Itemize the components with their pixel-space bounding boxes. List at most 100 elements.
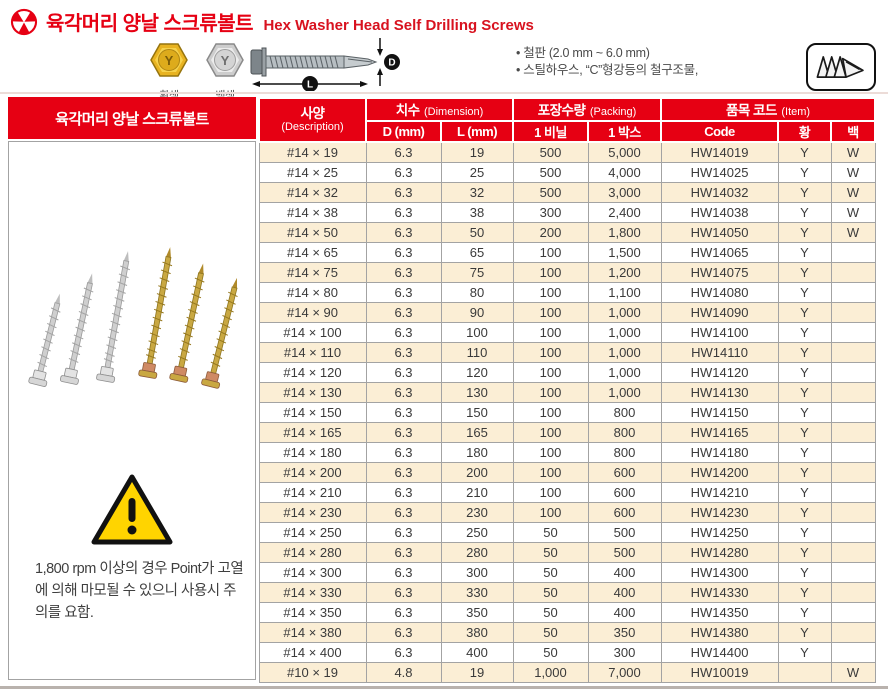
table-row: #14 × 19 6.3 19 500 5,000 HW14019 Y W bbox=[258, 141, 876, 163]
cell-item-code: HW14330 bbox=[660, 582, 779, 603]
cell-d-mm: 6.3 bbox=[365, 482, 442, 503]
cell-d-mm: 6.3 bbox=[365, 402, 442, 423]
cell-description: #14 × 230 bbox=[258, 502, 367, 523]
cell-yellow-flag: Y bbox=[777, 442, 832, 463]
cell-d-mm: 6.3 bbox=[365, 602, 442, 623]
cell-vinyl-qty: 50 bbox=[512, 622, 589, 643]
cell-l-mm: 180 bbox=[440, 442, 514, 463]
cell-description: #14 × 120 bbox=[258, 362, 367, 383]
cell-l-mm: 110 bbox=[440, 342, 514, 363]
cell-box-qty: 400 bbox=[587, 582, 662, 603]
cell-yellow-flag: Y bbox=[777, 582, 832, 603]
cell-item-code: HW14038 bbox=[660, 202, 779, 223]
cell-vinyl-qty: 100 bbox=[512, 482, 589, 503]
cell-white-flag bbox=[830, 402, 876, 423]
cell-vinyl-qty: 100 bbox=[512, 442, 589, 463]
table-row: #14 × 50 6.3 50 200 1,800 HW14050 Y W bbox=[258, 222, 876, 243]
screw-dimension-diagram: D L bbox=[250, 38, 400, 91]
silver-head-mark: Y bbox=[221, 53, 230, 68]
col-header-box: 1 박스 bbox=[586, 120, 663, 143]
cell-item-code: HW14075 bbox=[660, 262, 779, 283]
warning-triangle-icon bbox=[91, 474, 173, 545]
cell-vinyl-qty: 500 bbox=[512, 182, 589, 203]
cell-item-code: HW14065 bbox=[660, 242, 779, 263]
cell-description: #14 × 100 bbox=[258, 322, 367, 343]
page-title-english: Hex Washer Head Self Drilling Screws bbox=[263, 17, 534, 34]
cell-d-mm: 6.3 bbox=[365, 362, 442, 383]
cell-d-mm: 6.3 bbox=[365, 502, 442, 523]
cell-l-mm: 25 bbox=[440, 162, 514, 183]
cell-vinyl-qty: 100 bbox=[512, 262, 589, 283]
cell-white-flag bbox=[830, 282, 876, 303]
cell-description: #14 × 19 bbox=[258, 141, 367, 163]
cell-box-qty: 3,000 bbox=[587, 182, 662, 203]
cell-yellow-flag: Y bbox=[777, 562, 832, 583]
product-photo bbox=[28, 247, 238, 389]
cell-vinyl-qty: 50 bbox=[512, 522, 589, 543]
cell-yellow-flag: Y bbox=[777, 162, 832, 183]
cell-description: #14 × 280 bbox=[258, 542, 367, 563]
table-row: #14 × 38 6.3 38 300 2,400 HW14038 Y W bbox=[258, 202, 876, 223]
header-divider bbox=[0, 92, 888, 94]
cell-d-mm: 6.3 bbox=[365, 562, 442, 583]
cell-box-qty: 1,200 bbox=[587, 262, 662, 283]
cell-d-mm: 6.3 bbox=[365, 282, 442, 303]
col-header-vinyl: 1 비닐 bbox=[512, 120, 589, 143]
cell-d-mm: 6.3 bbox=[365, 342, 442, 363]
cell-vinyl-qty: 50 bbox=[512, 642, 589, 663]
usage-warning: 1,800 rpm 이상의 경우 Point가 고열에 의해 마모될 수 있으니… bbox=[9, 472, 255, 624]
cell-yellow-flag: Y bbox=[777, 302, 832, 323]
table-row: #14 × 350 6.3 350 50 400 HW14350 Y bbox=[258, 602, 876, 623]
cell-yellow-flag: Y bbox=[777, 342, 832, 363]
cell-l-mm: 19 bbox=[440, 662, 514, 683]
cell-white-flag bbox=[830, 382, 876, 403]
cell-vinyl-qty: 100 bbox=[512, 322, 589, 343]
cell-description: #14 × 300 bbox=[258, 562, 367, 583]
cell-box-qty: 1,000 bbox=[587, 342, 662, 363]
cell-l-mm: 65 bbox=[440, 242, 514, 263]
cell-description: #14 × 65 bbox=[258, 242, 367, 263]
cell-box-qty: 1,500 bbox=[587, 242, 662, 263]
cell-vinyl-qty: 100 bbox=[512, 282, 589, 303]
table-row: #14 × 180 6.3 180 100 800 HW14180 Y bbox=[258, 442, 876, 463]
col-header-yellow: 황 bbox=[777, 120, 833, 143]
cell-l-mm: 400 bbox=[440, 642, 514, 663]
cell-item-code: HW14080 bbox=[660, 282, 779, 303]
table-row: #14 × 150 6.3 150 100 800 HW14150 Y bbox=[258, 402, 876, 423]
cell-yellow-flag: Y bbox=[777, 502, 832, 523]
cell-description: #14 × 200 bbox=[258, 462, 367, 483]
table-row: #14 × 80 6.3 80 100 1,100 HW14080 Y bbox=[258, 282, 876, 303]
cell-white-flag bbox=[830, 582, 876, 603]
cell-item-code: HW14210 bbox=[660, 482, 779, 503]
table-row: #14 × 75 6.3 75 100 1,200 HW14075 Y bbox=[258, 262, 876, 283]
cell-description: #14 × 110 bbox=[258, 342, 367, 363]
product-panel: 1,800 rpm 이상의 경우 Point가 고열에 의해 마모될 수 있으니… bbox=[8, 141, 256, 680]
cell-vinyl-qty: 100 bbox=[512, 382, 589, 403]
cell-white-flag bbox=[830, 542, 876, 563]
cell-yellow-flag: Y bbox=[777, 382, 832, 403]
cell-l-mm: 50 bbox=[440, 222, 514, 243]
cell-box-qty: 600 bbox=[587, 482, 662, 503]
cell-d-mm: 6.3 bbox=[365, 582, 442, 603]
cell-box-qty: 1,100 bbox=[587, 282, 662, 303]
cell-item-code: HW14300 bbox=[660, 562, 779, 583]
cell-d-mm: 6.3 bbox=[365, 382, 442, 403]
page-title: 육각머리 양날 스크류볼트 Hex Washer Head Self Drill… bbox=[46, 7, 534, 36]
cell-l-mm: 130 bbox=[440, 382, 514, 403]
cell-d-mm: 6.3 bbox=[365, 302, 442, 323]
cell-item-code: HW14110 bbox=[660, 342, 779, 363]
cell-box-qty: 800 bbox=[587, 402, 662, 423]
cell-l-mm: 300 bbox=[440, 562, 514, 583]
col-header-code: Code bbox=[660, 120, 780, 143]
cell-white-flag: W bbox=[830, 222, 876, 243]
cell-white-flag bbox=[830, 642, 876, 663]
cell-d-mm: 6.3 bbox=[365, 542, 442, 563]
brand-logo-icon bbox=[10, 8, 38, 35]
cell-l-mm: 120 bbox=[440, 362, 514, 383]
cell-item-code: HW10019 bbox=[660, 662, 779, 683]
cell-d-mm: 6.3 bbox=[365, 202, 442, 223]
cell-yellow-flag: Y bbox=[777, 282, 832, 303]
header-description-en: (Description) bbox=[281, 121, 344, 133]
cell-vinyl-qty: 500 bbox=[512, 141, 589, 163]
col-header-white: 백 bbox=[830, 120, 877, 143]
